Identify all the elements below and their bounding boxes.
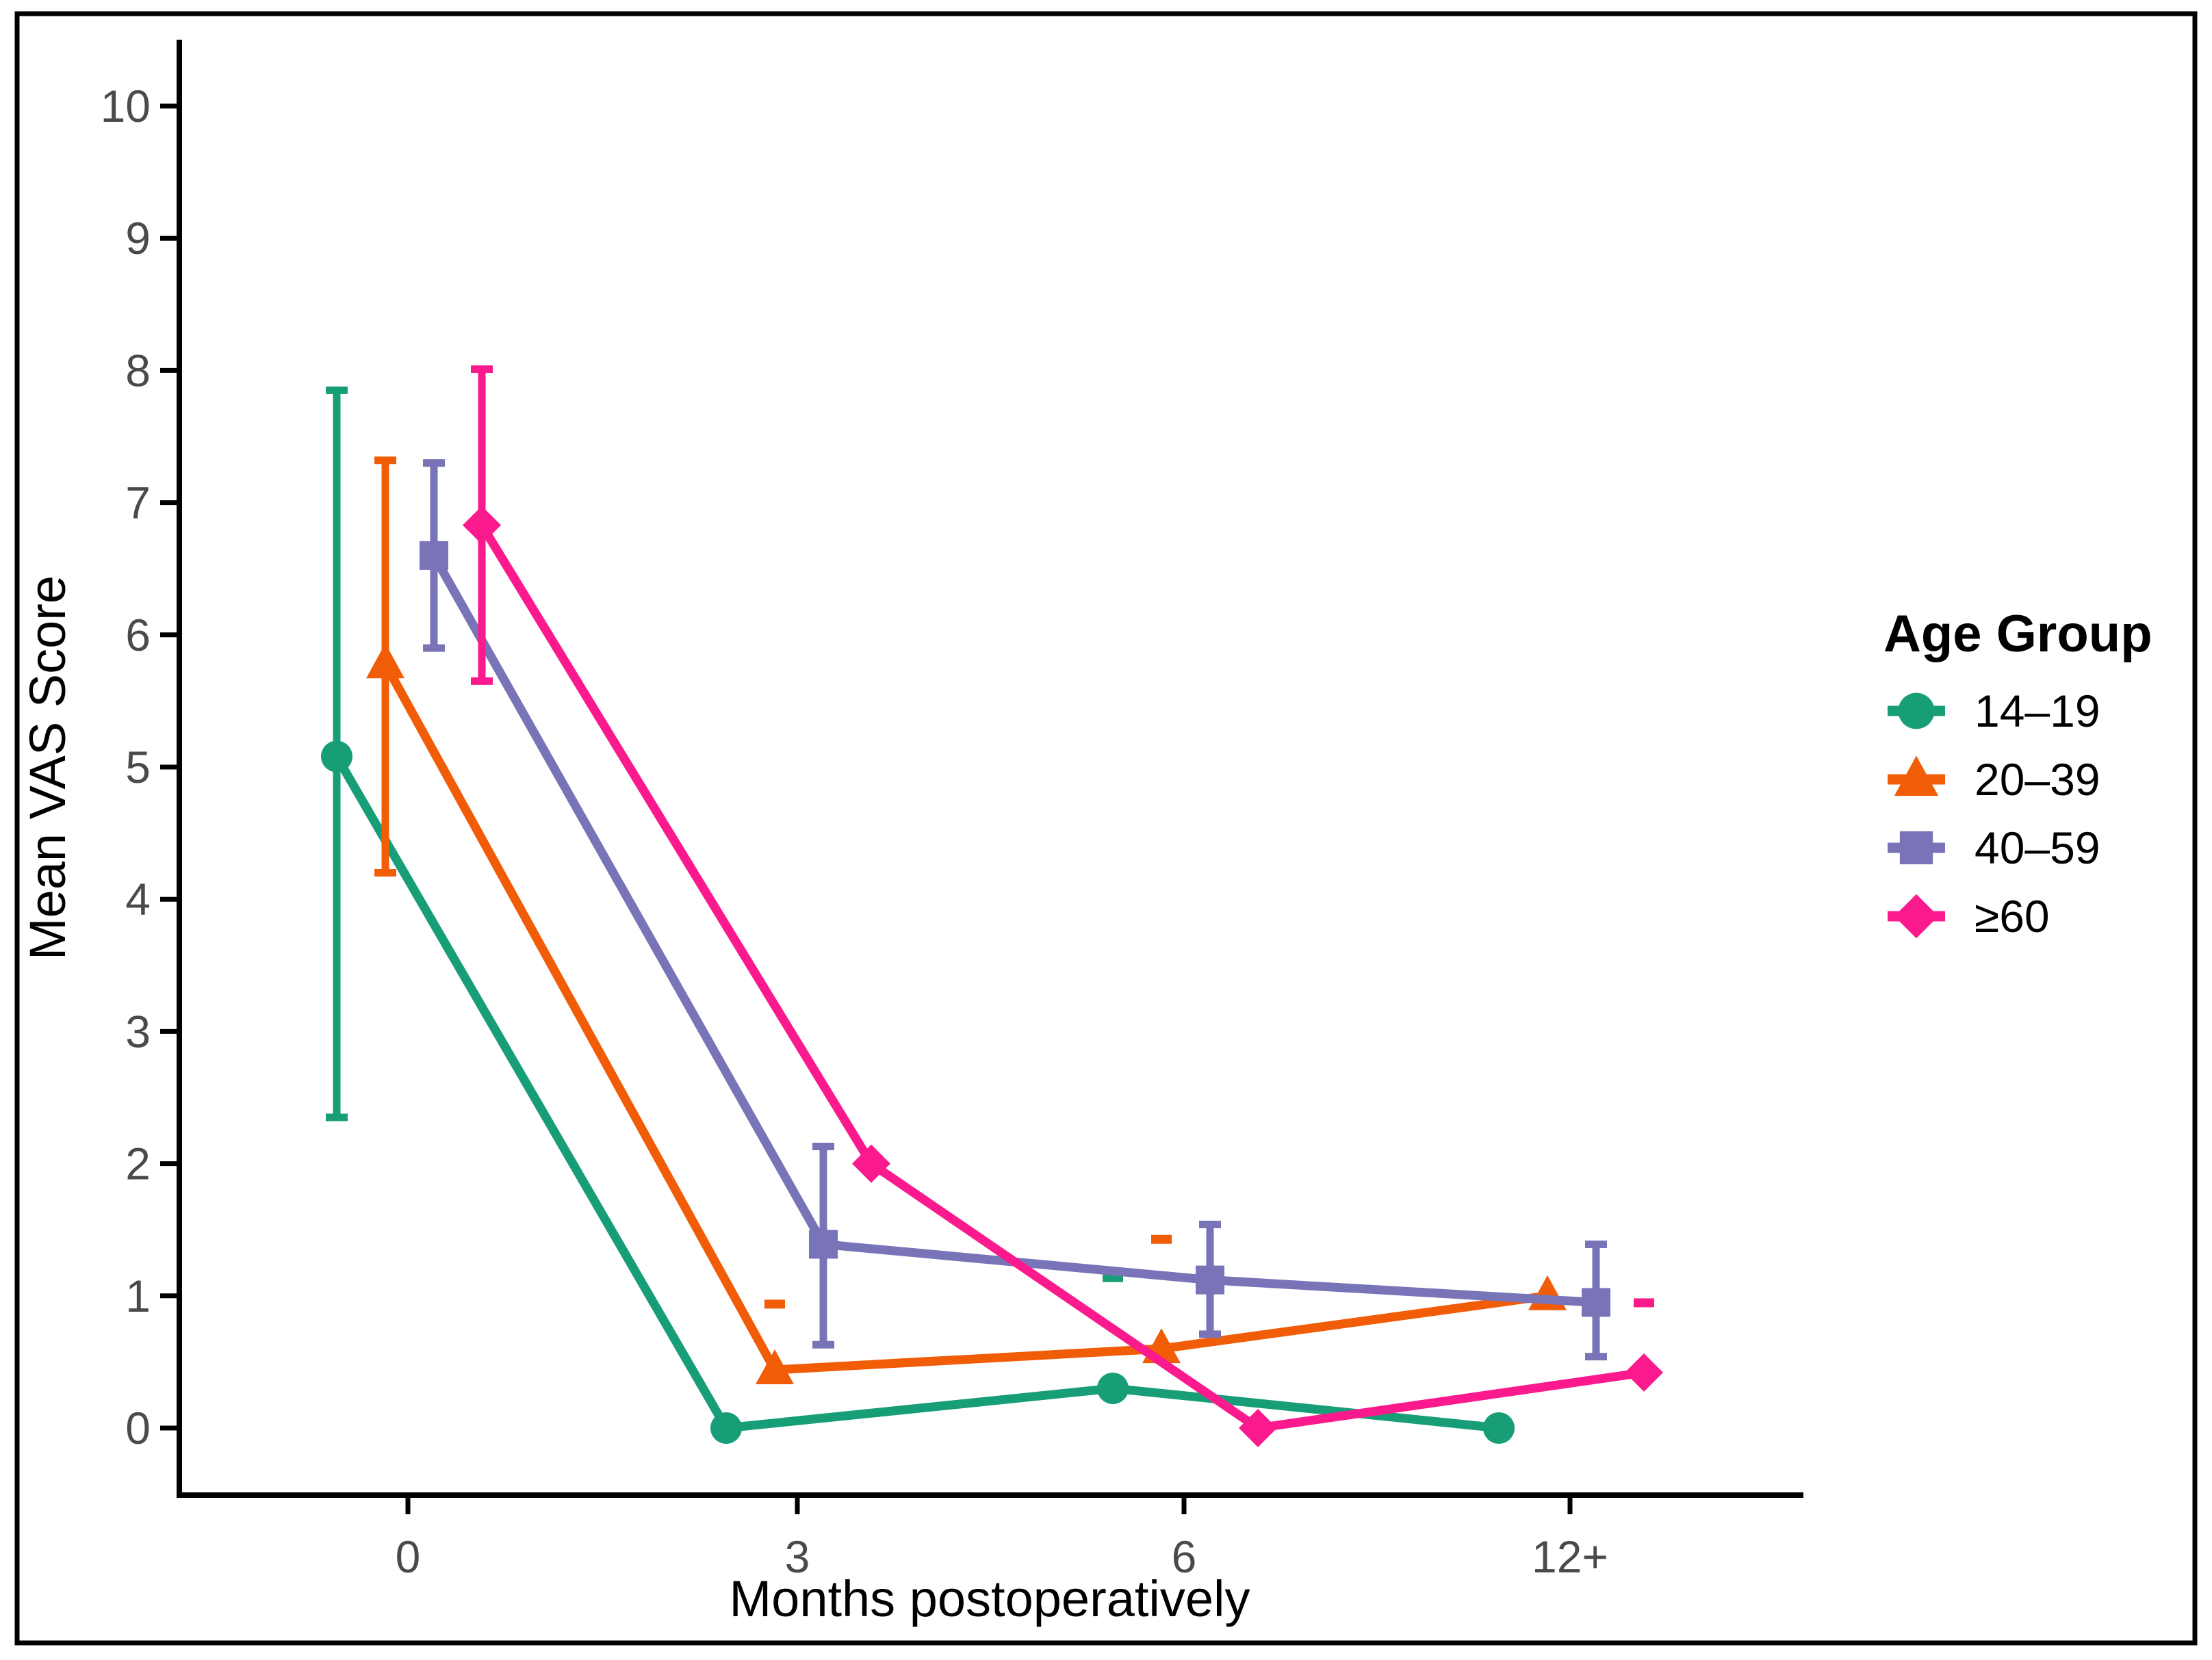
data-series — [321, 365, 1663, 1447]
svg-text:0: 0 — [396, 1531, 421, 1582]
svg-text:6: 6 — [1172, 1531, 1197, 1582]
legend-label-40-59: 40–59 — [1975, 822, 2100, 873]
svg-text:4: 4 — [125, 874, 151, 924]
svg-text:7: 7 — [125, 478, 151, 528]
svg-text:3: 3 — [785, 1531, 810, 1582]
svg-text:10: 10 — [101, 81, 151, 131]
legend-key-circle-icon — [1888, 692, 1945, 729]
legend: Age Group 14–19 20–39 40–59 ≥60 — [1883, 605, 2152, 942]
legend-label-20-39: 20–39 — [1975, 754, 2100, 805]
legend-item-20-39: 20–39 — [1888, 754, 2100, 805]
y-axis-title: Mean VAS Score — [19, 575, 76, 960]
legend-key-square-icon — [1888, 831, 1945, 865]
svg-text:1: 1 — [125, 1271, 151, 1321]
legend-label-14-19: 14–19 — [1975, 686, 2100, 736]
svg-text:2: 2 — [125, 1139, 151, 1189]
legend-item-40-59: 40–59 — [1888, 822, 2100, 873]
legend-item-14-19: 14–19 — [1888, 686, 2100, 736]
legend-title: Age Group — [1883, 605, 2152, 663]
legend-key-diamond-icon — [1888, 894, 1945, 939]
legend-label-60plus: ≥60 — [1975, 891, 2050, 942]
svg-text:9: 9 — [125, 213, 151, 263]
axes: 0 1 2 3 4 5 6 7 8 9 10 0 3 6 12+ — [101, 40, 1803, 1582]
svg-text:5: 5 — [125, 742, 151, 792]
x-axis-title: Months postoperatively — [730, 1570, 1250, 1627]
svg-text:0: 0 — [125, 1403, 151, 1453]
figure-border — [14, 11, 2198, 1646]
svg-text:6: 6 — [125, 610, 151, 660]
legend-item-60plus: ≥60 — [1888, 891, 2050, 942]
svg-text:3: 3 — [125, 1006, 151, 1056]
svg-text:8: 8 — [125, 345, 151, 395]
svg-text:12+: 12+ — [1532, 1531, 1608, 1582]
legend-key-triangle-icon — [1888, 755, 1945, 796]
